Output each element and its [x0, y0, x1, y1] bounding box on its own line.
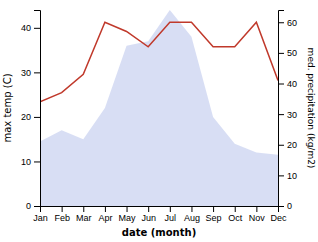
area [40, 10, 278, 206]
tick-mark [278, 84, 284, 85]
tick: 10 [278, 171, 297, 181]
tick-mark [34, 161, 40, 162]
tick: 20 [21, 112, 40, 122]
tick-mark [62, 206, 63, 212]
y-axis-title: max temp (C) [2, 73, 13, 142]
tick: Dec [270, 206, 287, 223]
tick: Jul [165, 206, 177, 223]
tick-label: 50 [287, 48, 297, 58]
tick-mark [34, 28, 40, 29]
tick-mark [148, 206, 149, 212]
tick-label: Aug [184, 213, 200, 223]
tick: Jun [141, 206, 156, 223]
tick-label: 0 [287, 201, 292, 211]
tick-mark [127, 206, 128, 212]
tick-mark [278, 114, 284, 115]
tick-label: Sep [206, 213, 222, 223]
tick-label: Jul [165, 213, 177, 223]
tick-mark [34, 72, 40, 73]
tick-label: Mar [76, 213, 92, 223]
tick-label: Apr [98, 213, 112, 223]
tick: Aug [184, 206, 200, 223]
tick-mark [213, 206, 214, 212]
tick: Oct [228, 206, 243, 223]
axis-line [41, 207, 279, 213]
tick: Jan [33, 206, 48, 223]
tick-label: 20 [287, 140, 297, 150]
tick-mark [278, 22, 284, 23]
tick: May [119, 206, 137, 223]
tick: 30 [278, 110, 297, 120]
tick-label: 0 [26, 201, 31, 211]
tick: 40 [278, 79, 297, 89]
axis-line [279, 11, 285, 207]
tick-mark [105, 206, 106, 212]
tick: 60 [278, 18, 297, 28]
x-axis-title: date (month) [122, 227, 196, 238]
tick-mark [256, 206, 257, 212]
tick: 20 [278, 140, 297, 150]
tick-mark [278, 206, 284, 207]
x-axis: Jan Feb Mar Apr May Jun Jul Aug Sep Oct Nov Dec [33, 206, 287, 223]
marks [40, 10, 278, 206]
plot: JanFebMarAprMayJunJulAugSepOctNovDec0102… [21, 10, 297, 223]
line [40, 22, 278, 102]
axis-line [34, 11, 41, 207]
tick-mark [34, 117, 40, 118]
tick-label: Nov [249, 213, 266, 223]
tick-mark [191, 206, 192, 212]
tick: 0 [26, 201, 40, 211]
tick-label: Oct [228, 213, 243, 223]
tick: 0 [278, 201, 292, 211]
tick-mark [235, 206, 236, 212]
tick: 30 [21, 68, 40, 78]
tick-mark [170, 206, 171, 212]
tick-label: 10 [21, 157, 31, 167]
tick: Mar [76, 206, 92, 223]
y2-axis-title: med. precipitation (kg/m2) [306, 48, 316, 169]
tick: Sep [206, 206, 222, 223]
tick-mark [278, 145, 284, 146]
tick-mark [34, 206, 40, 207]
tick: 50 [278, 48, 297, 58]
y-axis: 0 10 20 30 40 [21, 11, 41, 212]
tick-label: Jan [33, 213, 48, 223]
tick-label: 10 [287, 171, 297, 181]
tick-label: Jun [141, 213, 156, 223]
tick-label: 30 [287, 110, 297, 120]
tick-mark [278, 53, 284, 54]
tick-label: Feb [54, 213, 70, 223]
tick: 10 [21, 157, 40, 167]
tick-label: 40 [21, 23, 31, 33]
tick-label: 60 [287, 18, 297, 28]
y2-axis: 0 10 20 30 40 50 60 [278, 11, 297, 212]
tick-label: May [119, 213, 137, 223]
tick: Apr [98, 206, 112, 223]
tick: Feb [54, 206, 70, 223]
tick: 40 [21, 23, 40, 33]
tick-label: Dec [270, 213, 287, 223]
tick-mark [83, 206, 84, 212]
tick-label: 30 [21, 68, 31, 78]
tick-label: 40 [287, 79, 297, 89]
tick-mark [278, 175, 284, 176]
chart: JanFebMarAprMayJunJulAugSepOctNovDec0102… [0, 0, 318, 242]
tick-label: 20 [21, 112, 31, 122]
tick: Nov [249, 206, 266, 223]
